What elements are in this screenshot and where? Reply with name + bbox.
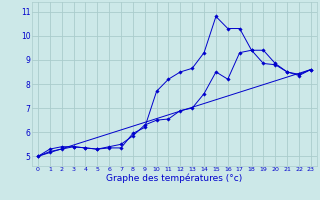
X-axis label: Graphe des températures (°c): Graphe des températures (°c) — [106, 174, 243, 183]
